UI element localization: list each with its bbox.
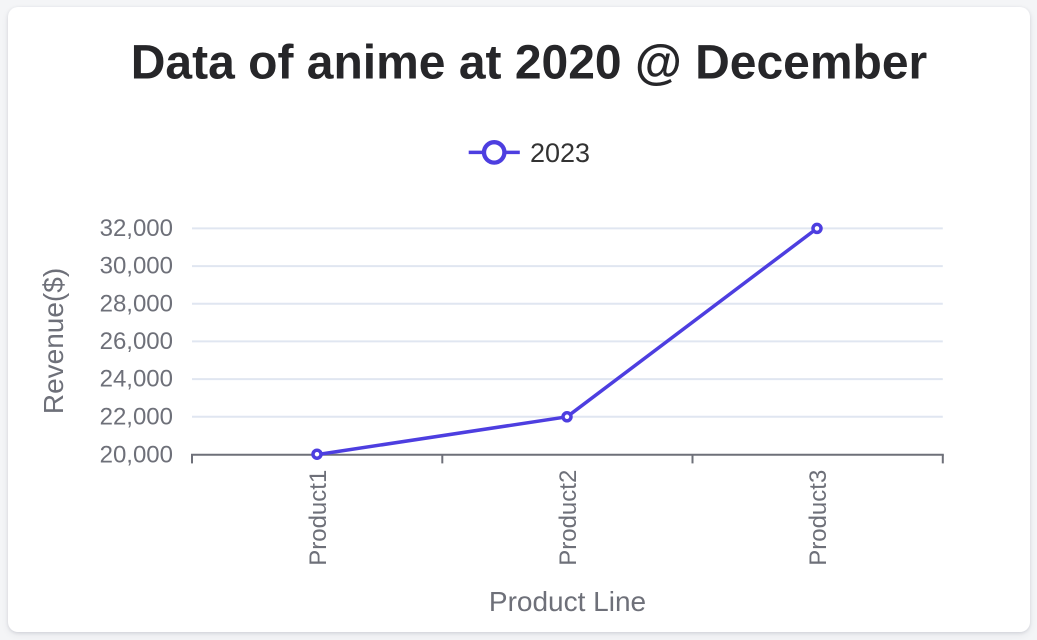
svg-text:22,000: 22,000 — [100, 403, 173, 430]
svg-text:Data of anime at 2020 @ Decemb: Data of anime at 2020 @ December — [131, 37, 927, 90]
svg-text:26,000: 26,000 — [100, 328, 173, 355]
svg-text:30,000: 30,000 — [100, 253, 173, 280]
svg-text:Product Line: Product Line — [489, 586, 646, 617]
svg-text:28,000: 28,000 — [100, 290, 173, 317]
svg-text:2023: 2023 — [530, 138, 590, 168]
svg-text:Product2: Product2 — [555, 470, 582, 566]
svg-text:24,000: 24,000 — [100, 366, 173, 393]
svg-text:20,000: 20,000 — [100, 441, 173, 468]
svg-text:Product1: Product1 — [305, 470, 332, 566]
svg-text:32,000: 32,000 — [100, 215, 173, 242]
svg-text:Product3: Product3 — [805, 470, 832, 566]
svg-text:Revenue($): Revenue($) — [38, 268, 69, 414]
